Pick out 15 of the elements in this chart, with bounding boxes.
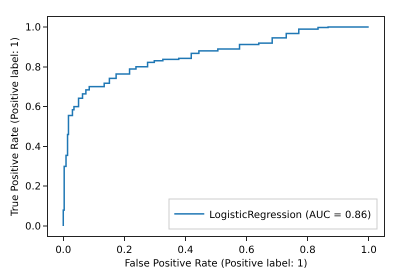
x-tick-label: 0.8 [300, 245, 316, 256]
x-tick-label: 0.0 [55, 245, 72, 256]
y-tick-label: 0.0 [25, 222, 41, 233]
y-tick-label: 0.4 [25, 142, 41, 153]
y-tick-label: 0.6 [25, 102, 41, 114]
y-axis-title: True Positive Rate (Positive label: 1) [10, 36, 22, 217]
y-tick-label: 0.8 [25, 62, 41, 74]
x-axis-title: False Positive Rate (Positive label: 1) [124, 258, 308, 270]
x-tick-label: 1.0 [360, 245, 377, 256]
x-tick-label: 0.6 [238, 245, 255, 256]
x-tick-label: 0.4 [177, 245, 194, 256]
y-tick-label: 0.2 [25, 182, 41, 193]
y-tick-label: 1.0 [25, 22, 41, 34]
legend-label: LogisticRegression (AUC = 0.86) [209, 210, 372, 221]
x-tick-label: 0.2 [116, 245, 132, 256]
